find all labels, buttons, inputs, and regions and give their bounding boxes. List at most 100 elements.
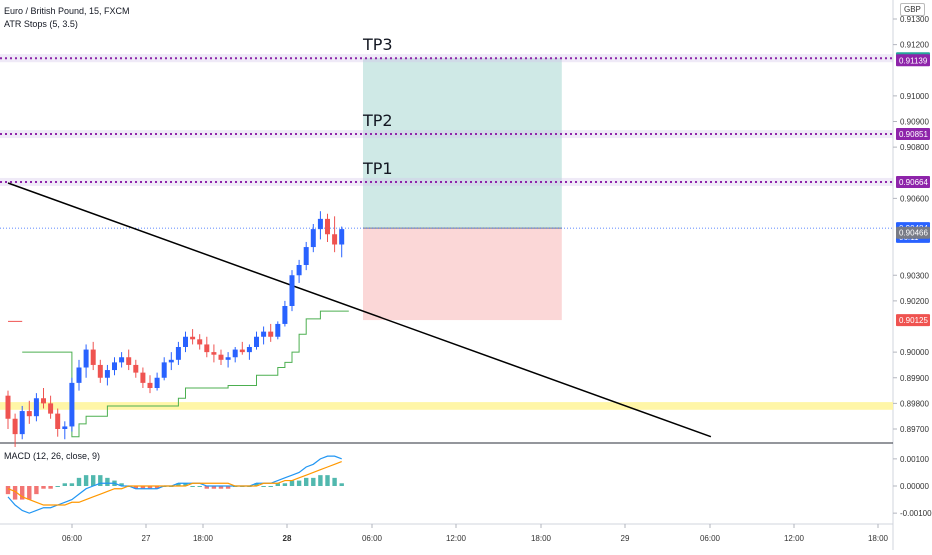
candle-36 xyxy=(261,326,267,345)
candle-body xyxy=(133,364,139,373)
price-tick-label: 0.91300 xyxy=(900,15,929,24)
level-label-tp2: TP2 xyxy=(362,111,393,130)
macd-histogram-bar xyxy=(147,486,153,489)
macd-histogram-bar xyxy=(225,486,231,489)
candle-22 xyxy=(161,357,167,381)
macd-histogram-bar xyxy=(83,475,89,486)
candle-4 xyxy=(33,393,39,422)
candle-38 xyxy=(275,321,281,340)
candle-41 xyxy=(296,259,302,283)
price-tick-label: 0.91200 xyxy=(900,41,929,50)
macd-histogram-bar xyxy=(204,486,209,489)
candle-47 xyxy=(339,226,345,258)
price-tag-text: 0.90664 xyxy=(899,178,928,187)
time-tick-label: 12:00 xyxy=(784,534,805,543)
time-tick-label: 06:00 xyxy=(62,534,83,543)
stop-zone xyxy=(363,228,562,321)
macd-histogram-bar xyxy=(12,486,18,500)
level-label-tp1: TP1 xyxy=(362,159,393,178)
macd-histogram-bar xyxy=(183,483,188,486)
candle-1 xyxy=(12,413,18,447)
macd-histogram-bar xyxy=(34,486,39,495)
macd-histogram-bar xyxy=(69,483,75,486)
macd-histogram-bar xyxy=(289,480,295,486)
macd-histogram-bar xyxy=(76,477,82,486)
candle-28 xyxy=(204,336,210,358)
candle-body xyxy=(104,370,110,378)
candle-body xyxy=(147,382,153,388)
candle-body xyxy=(126,357,132,365)
candle-body xyxy=(76,367,82,383)
price-tick-label: 0.89900 xyxy=(900,374,929,383)
macd-histogram-bar xyxy=(254,483,259,486)
candle-31 xyxy=(225,352,231,368)
price-tick-label: 0.90900 xyxy=(900,118,929,127)
macd-histogram-bar xyxy=(261,486,266,487)
time-tick-label: 18:00 xyxy=(868,534,889,543)
candle-body xyxy=(112,362,117,371)
candle-26 xyxy=(190,329,196,345)
price-tick-label: 0.90800 xyxy=(900,143,929,152)
candle-body xyxy=(317,218,323,230)
candle-body xyxy=(97,364,103,378)
macd-histogram-bar xyxy=(133,486,138,489)
candle-body xyxy=(69,382,75,427)
macd-histogram-bar xyxy=(105,477,110,486)
candle-body xyxy=(33,398,39,417)
candle-body xyxy=(296,265,302,276)
macd-histogram-bar xyxy=(5,486,11,495)
macd-line xyxy=(7,455,342,514)
price-tick-label: 0.90300 xyxy=(900,271,929,280)
symbol-legend[interactable]: Euro / British Pound, 15, FXCM xyxy=(4,6,130,16)
candle-body xyxy=(225,357,231,360)
candle-25 xyxy=(183,331,188,353)
price-tick-label: 0.89700 xyxy=(900,425,929,434)
candle-body xyxy=(90,349,96,365)
price-tick-label: 0.90600 xyxy=(900,194,929,203)
candle-body xyxy=(339,229,345,245)
macd-histogram-bar xyxy=(304,477,309,486)
candle-body xyxy=(332,234,338,245)
time-tick-label: 06:00 xyxy=(362,534,383,543)
support-zone xyxy=(0,402,893,410)
candle-body xyxy=(325,218,330,235)
candle-13 xyxy=(97,359,103,383)
macd-tick-label: 0.00100 xyxy=(900,455,929,464)
price-tag-text: 0.90466 xyxy=(899,229,928,238)
trendline xyxy=(7,182,712,438)
candle-19 xyxy=(140,367,146,388)
macd-legend[interactable]: MACD (12, 26, close, 9) xyxy=(4,451,101,461)
candle-23 xyxy=(168,352,174,371)
candle-body xyxy=(246,347,252,353)
candle-46 xyxy=(332,216,338,253)
candle-32 xyxy=(232,347,238,363)
price-tick-label: 0.89800 xyxy=(900,399,929,408)
candle-24 xyxy=(175,341,181,365)
candle-30 xyxy=(218,349,224,365)
candle-6 xyxy=(48,395,54,419)
candle-body xyxy=(204,344,210,353)
price-tag-text: 0.91139 xyxy=(899,56,928,65)
macd-histogram-bar xyxy=(318,475,323,486)
candle-17 xyxy=(126,349,132,371)
candle-body xyxy=(211,352,217,355)
macd-histogram-bar xyxy=(62,483,67,486)
candle-body xyxy=(275,323,281,337)
candle-34 xyxy=(246,344,252,360)
candle-body xyxy=(218,354,224,360)
candle-39 xyxy=(282,300,288,327)
candle-16 xyxy=(119,352,125,368)
candle-11 xyxy=(83,344,89,378)
macd-histogram-bar xyxy=(91,475,96,486)
candle-5 xyxy=(41,388,46,409)
currency-button[interactable]: GBP xyxy=(900,3,925,16)
candle-body xyxy=(5,395,11,419)
candle-body xyxy=(232,349,238,358)
macd-histogram-bar xyxy=(339,483,344,486)
indicator-legend[interactable]: ATR Stops (5, 3.5) xyxy=(4,19,78,29)
candle-45 xyxy=(325,213,330,242)
macd-histogram-bar xyxy=(332,477,337,486)
macd-histogram-bar xyxy=(268,486,273,487)
